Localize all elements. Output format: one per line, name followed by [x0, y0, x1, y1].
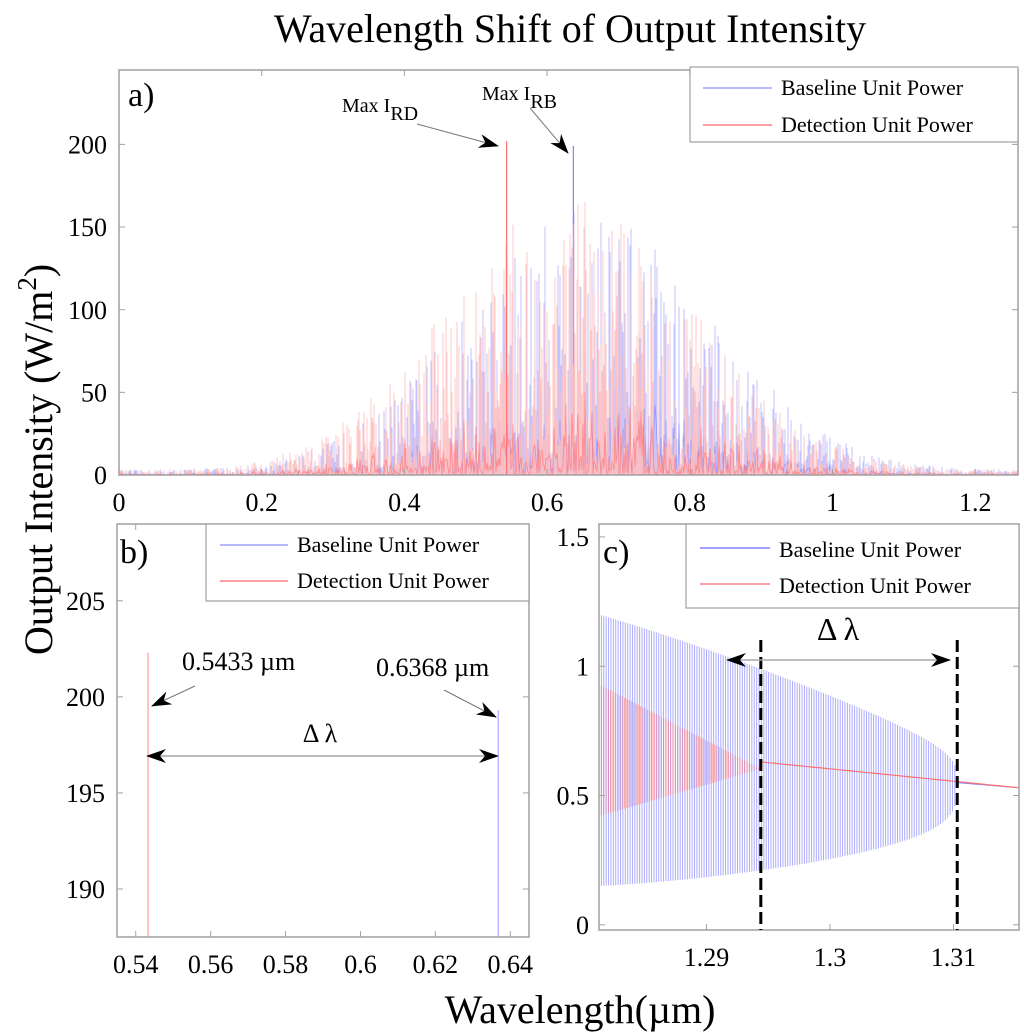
y-tick-label: 50 — [81, 378, 107, 407]
panel-b: 0.54 0.56 0.58 0.6 0.62 0.64 190 195 200 205 b) B… — [66, 523, 534, 979]
panel-a-legend: Baseline Unit Power Detection Unit Power — [689, 66, 1019, 143]
panel-a-label: a) — [128, 77, 154, 114]
series-detection — [598, 684, 1020, 817]
legend-label-detection: Detection Unit Power — [297, 568, 490, 593]
annotation-delta-lambda-b: Δ λ — [303, 719, 338, 748]
x-tick-label: 0.4 — [388, 488, 421, 517]
legend-label-detection: Detection Unit Power — [779, 573, 972, 598]
annotation-max-ird: Max IRD — [342, 95, 418, 125]
svg-text:Output Intensity (W/m2): Output Intensity (W/m2) — [12, 264, 61, 655]
x-tick-label: 0.62 — [413, 950, 459, 979]
annotation-peak-baseline: 0.6368 µm — [376, 653, 489, 682]
series-detection-line — [760, 761, 1020, 789]
series-detection — [118, 141, 1019, 477]
x-tick-label: 0.8 — [674, 488, 707, 517]
legend-label-detection: Detection Unit Power — [781, 112, 974, 137]
y-tick-label: 1 — [576, 652, 589, 681]
legend-label-baseline: Baseline Unit Power — [781, 75, 964, 100]
x-tick-label: 0.56 — [188, 950, 234, 979]
y-tick-label: 150 — [68, 213, 107, 242]
panel-c-label: c) — [603, 534, 629, 571]
annotation-arrow-peak-baseline — [443, 689, 497, 718]
legend-label-baseline: Baseline Unit Power — [779, 537, 962, 562]
annotation-arrow-peak-detection — [151, 685, 196, 707]
x-axis-label: Wavelength(µm) — [445, 987, 716, 1032]
y-tick-label: 200 — [66, 683, 105, 712]
y-tick-label: 195 — [66, 779, 105, 808]
legend-box — [205, 523, 530, 602]
y-tick-label: 0.5 — [557, 782, 590, 811]
annotation-delta-lambda-c: Δ λ — [817, 611, 860, 647]
annotation-arrow-max-ird — [416, 123, 499, 148]
figure-title: Wavelength Shift of Output Intensity — [274, 6, 866, 51]
annotation-max-irb: Max IRB — [482, 83, 557, 113]
x-tick-label: 0.64 — [488, 950, 534, 979]
x-tick-label: 1.3 — [814, 943, 847, 972]
x-tick-label: 1 — [826, 488, 839, 517]
legend-box — [685, 523, 1020, 609]
annotation-peak-detection: 0.5433 µm — [182, 647, 295, 676]
panel-a-frame — [118, 69, 1019, 476]
x-tick-label: 0.2 — [245, 488, 278, 517]
x-tick-label: 1.2 — [959, 488, 992, 517]
x-tick-label: 0.58 — [263, 950, 309, 979]
panel-c-legend: Baseline Unit Power Detection Unit Power — [685, 523, 1020, 609]
y-tick-label: 100 — [68, 296, 107, 325]
y-tick-label: 1.5 — [557, 523, 590, 552]
panel-b-legend: Baseline Unit Power Detection Unit Power — [205, 523, 530, 602]
x-tick-label: 0 — [113, 488, 126, 517]
x-tick-label: 0.6 — [531, 488, 564, 517]
legend-box — [689, 66, 1019, 143]
y-tick-label: 205 — [66, 587, 105, 616]
y-tick-label: 0 — [576, 911, 589, 940]
legend-label-baseline: Baseline Unit Power — [297, 532, 480, 557]
x-tick-label: 0.54 — [113, 950, 159, 979]
y-axis-label-text: Output Intensity (W/m — [16, 291, 61, 655]
panel-b-label: b) — [120, 534, 148, 571]
panel-a: 0 0.2 0.4 0.6 0.8 1 1.2 0 50 100 150 200 a) Max IRD… — [68, 66, 1019, 517]
y-tick-label: 200 — [68, 130, 107, 159]
y-tick-label: 190 — [66, 875, 105, 904]
x-tick-label: 0.6 — [344, 950, 377, 979]
y-axis-label-sup: 2 — [12, 277, 42, 291]
y-axis-label-close: ) — [16, 264, 61, 277]
x-tick-label: 1.31 — [931, 943, 977, 972]
y-tick-label: 0 — [94, 461, 107, 490]
annotation-arrow-max-irb — [529, 107, 569, 154]
x-tick-label: 1.29 — [684, 943, 730, 972]
y-axis-label: Output Intensity (W/m2) — [12, 264, 61, 655]
panel-c: 1.29 1.3 1.31 0 0.5 1 1.5 c) Baseline Unit Pow… — [557, 523, 1020, 972]
